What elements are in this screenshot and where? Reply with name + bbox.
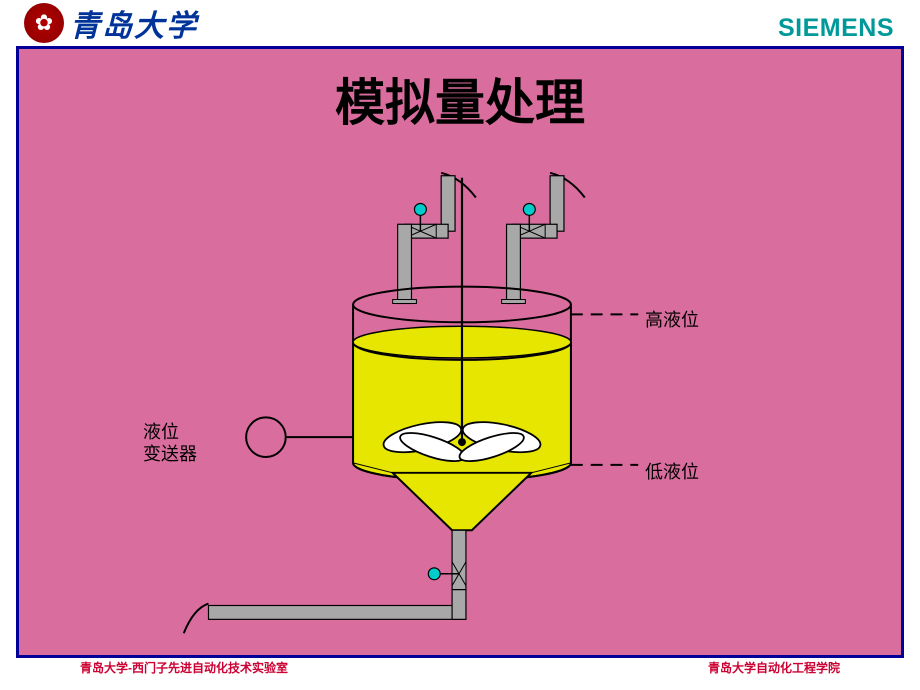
high-level-label: 高液位 bbox=[645, 309, 699, 331]
footer-left: 青岛大学-西门子先进自动化技术实验室 bbox=[80, 659, 288, 676]
inlet-pipe-right bbox=[502, 173, 585, 304]
footer-right: 青岛大学自动化工程学院 bbox=[708, 659, 840, 676]
transmitter-label-line2: 变送器 bbox=[143, 444, 197, 464]
outlet-pipe bbox=[184, 530, 466, 633]
university-logo: ✿ 青岛大学 bbox=[22, 2, 225, 44]
slide-frame: 模拟量处理 bbox=[16, 46, 904, 658]
brand-label: SIEMENS bbox=[778, 14, 894, 43]
transmitter-label: 液位 变送器 bbox=[143, 421, 197, 465]
transmitter-label-line1: 液位 bbox=[143, 422, 179, 442]
header: ✿ 青岛大学 SIEMENS bbox=[0, 0, 920, 46]
inlet-pipe-left bbox=[393, 173, 476, 304]
process-diagram bbox=[19, 49, 901, 655]
low-level-label: 低液位 bbox=[645, 461, 699, 483]
university-name: 青岛大学 bbox=[70, 1, 198, 45]
level-transmitter bbox=[246, 417, 353, 457]
university-seal-icon: ✿ bbox=[24, 3, 64, 43]
